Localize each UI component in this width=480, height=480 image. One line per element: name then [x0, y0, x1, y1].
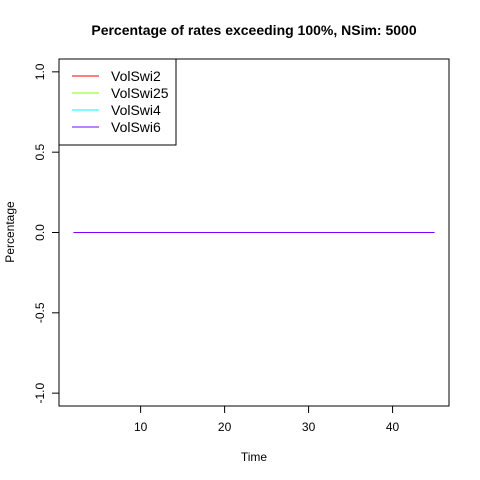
legend-box [58, 58, 177, 146]
x-tick-label: 30 [302, 420, 316, 434]
y-tick-label: 0.5 [33, 144, 47, 161]
y-axis: -1.0 -0.5 0.0 0.5 1.0 [33, 63, 60, 403]
legend-label-volswi25: VolSwi25 [111, 85, 169, 101]
x-axis-label: Time [241, 450, 268, 464]
legend-label-volswi2: VolSwi2 [111, 68, 161, 84]
x-axis: 10 20 30 40 [134, 405, 400, 434]
legend-label-volswi4: VolSwi4 [111, 102, 161, 118]
y-tick-label: 1.0 [33, 63, 47, 80]
x-tick-label: 40 [386, 420, 400, 434]
y-tick-label: 0.0 [33, 224, 47, 241]
y-tick-label: -1.0 [33, 382, 47, 403]
legend-label-volswi6: VolSwi6 [111, 119, 161, 135]
y-axis-label: Percentage [3, 201, 17, 263]
x-tick-label: 10 [134, 420, 148, 434]
y-tick-label: -0.5 [33, 302, 47, 323]
x-tick-label: 20 [218, 420, 232, 434]
chart-title: Percentage of rates exceeding 100%, NSim… [91, 22, 416, 38]
